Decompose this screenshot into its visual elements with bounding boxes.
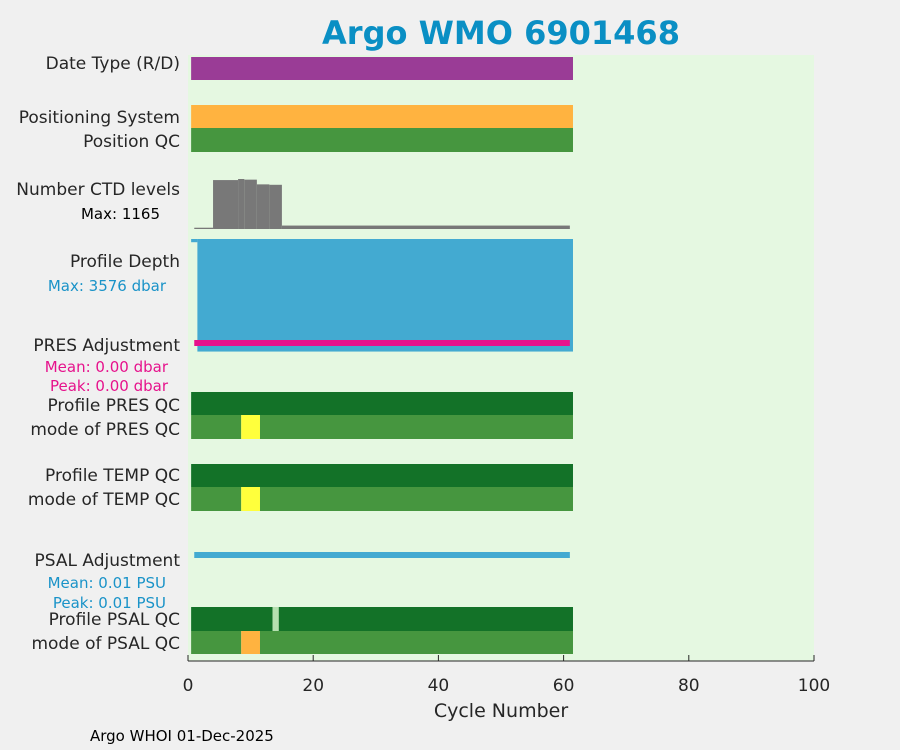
x-tick-label-20: 20 [302, 676, 324, 696]
profile-psal-qc-segment-2 [278, 607, 573, 631]
x-tick-label-60: 60 [553, 676, 575, 696]
label-profile-depth: Profile Depth [70, 252, 180, 272]
label-mode-temp-qc: mode of TEMP QC [28, 490, 180, 510]
x-tick-label-0: 0 [183, 676, 194, 696]
position-qc-bar [191, 128, 573, 152]
profile-depth-bar-1 [197, 239, 573, 352]
ctd-level-bar-6 [281, 225, 570, 229]
label-positioning-system: Positioning System [19, 108, 180, 128]
mode-pres-qc-segment-0 [191, 415, 242, 439]
ctd-level-bar-0 [194, 227, 214, 229]
label-profile-pres-qc: Profile PRES QC [47, 396, 180, 416]
chart-marks [191, 57, 573, 654]
mode-pres-qc-segment-1 [241, 415, 260, 439]
profile-depth-bar-0 [191, 239, 198, 243]
label-mode-pres-qc: mode of PRES QC [30, 420, 180, 440]
depth-max-label: Max: 3576 dbar [48, 277, 167, 295]
profile-pres-qc-segment-0 [191, 392, 573, 415]
x-axis-label: Cycle Number [434, 700, 568, 722]
mode-psal-qc-segment-1 [241, 631, 260, 654]
pres-mean-label: Mean: 0.00 dbar [45, 358, 169, 376]
ctd-level-bar-1 [213, 180, 239, 229]
psal-peak-label: Peak: 0.01 PSU [53, 594, 166, 612]
x-tick-label-80: 80 [678, 676, 700, 696]
label-mode-psal-qc: mode of PSAL QC [31, 634, 180, 654]
mode-temp-qc-segment-2 [259, 487, 573, 511]
positioning-system-bar [191, 105, 573, 128]
x-tick-label-40: 40 [428, 676, 450, 696]
profile-temp-qc-segment-0 [191, 464, 573, 487]
pres-adjustment-line [194, 340, 570, 346]
psal-adjustment-line [194, 552, 570, 558]
label-psal-adjustment: PSAL Adjustment [35, 551, 181, 571]
chart-title: Argo WMO 6901468 [322, 14, 680, 52]
mode-psal-qc-segment-0 [191, 631, 242, 654]
ctd-level-bar-2 [238, 179, 245, 229]
mode-pres-qc-segment-2 [259, 415, 573, 439]
pres-peak-label: Peak: 0.00 dbar [50, 377, 169, 395]
date-type-bar [191, 57, 573, 80]
x-tick-label-100: 100 [798, 676, 830, 696]
label-profile-psal-qc: Profile PSAL QC [49, 610, 180, 630]
label-pres-adjustment: PRES Adjustment [33, 336, 180, 356]
label-ctd-levels: Number CTD levels [16, 180, 180, 200]
label-date-type: Date Type (R/D) [46, 54, 180, 74]
footer-credit: Argo WHOI 01-Dec-2025 [90, 727, 274, 745]
label-profile-temp-qc: Profile TEMP QC [45, 466, 180, 486]
label-position-qc: Position QC [83, 132, 180, 152]
mode-temp-qc-segment-0 [191, 487, 242, 511]
plot-area [188, 55, 814, 661]
x-axis-ticks: 0 20 40 60 80 100 [183, 655, 830, 696]
ctd-level-bar-5 [269, 184, 282, 229]
mode-temp-qc-segment-1 [241, 487, 260, 511]
profile-psal-qc-segment-0 [191, 607, 273, 631]
profile-psal-qc-segment-1 [272, 607, 279, 631]
ctd-level-bar-4 [256, 184, 270, 229]
mode-psal-qc-segment-2 [259, 631, 573, 654]
ctd-level-bar-3 [244, 179, 257, 229]
ctd-max-label: Max: 1165 [81, 205, 160, 223]
psal-mean-label: Mean: 0.01 PSU [48, 574, 166, 592]
